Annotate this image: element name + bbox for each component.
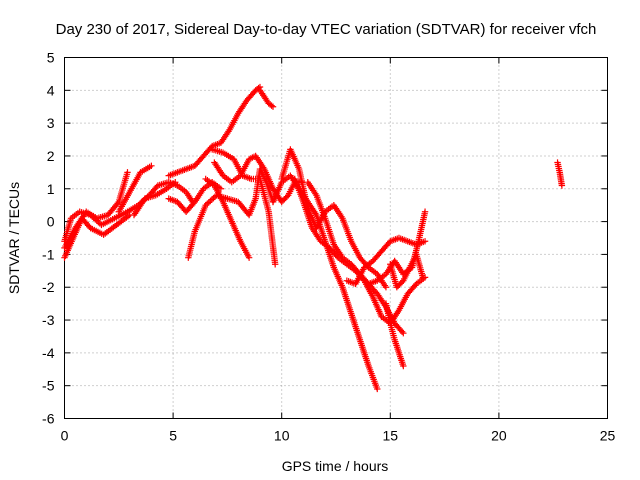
data-point [114, 200, 121, 207]
y-tick-label: -3 [42, 312, 55, 328]
x-tick-label: 5 [169, 428, 177, 444]
y-tick-label: 5 [47, 50, 55, 66]
y-tick-label: 2 [47, 148, 55, 164]
data-point [558, 182, 566, 189]
data-point [269, 103, 277, 110]
data-point [268, 102, 275, 109]
x-tick-label: 25 [600, 428, 616, 444]
data-point [271, 261, 279, 268]
data-series-20 [387, 251, 427, 291]
x-tick-label: 10 [274, 428, 290, 444]
y-tick-label: -6 [42, 411, 55, 427]
x-tick-label: 15 [383, 428, 399, 444]
chart-title: Day 230 of 2017, Sidereal Day-to-day VTE… [56, 21, 597, 38]
data-series-17 [343, 234, 429, 288]
x-axis-label: GPS time / hours [282, 458, 389, 474]
data-point [172, 179, 179, 186]
data-point [124, 169, 131, 176]
y-tick-label: -1 [42, 246, 55, 262]
data-series-19 [382, 300, 407, 370]
data-series-8 [165, 83, 264, 179]
data-point [398, 328, 406, 335]
x-tick-label: 0 [61, 428, 69, 444]
data-series-5 [130, 179, 179, 219]
y-tick-label: -4 [42, 345, 55, 361]
data-series-16 [304, 179, 407, 337]
y-tick-label: -5 [42, 378, 55, 394]
y-tick-label: 3 [47, 115, 55, 131]
data-point [421, 208, 429, 215]
data-point [419, 274, 427, 281]
data-point [400, 329, 407, 337]
x-tick-labels: 0 5 10 15 20 25 [61, 428, 616, 444]
data-series-15 [291, 175, 429, 327]
data-series-18 [365, 208, 429, 288]
data-series-21 [554, 159, 566, 189]
data-series-4 [115, 162, 155, 215]
data-point [400, 362, 407, 370]
data-series-11 [208, 146, 279, 268]
data-point [374, 385, 381, 393]
ticks [64, 57, 608, 419]
data-point [421, 238, 429, 245]
x-tick-label: 20 [491, 428, 507, 444]
y-axis-label: SDTVAR / TECUs [6, 182, 22, 294]
data-series-9 [256, 87, 277, 110]
y-tick-label: -2 [42, 279, 55, 295]
data-marks [61, 83, 566, 393]
y-tick-label: 4 [47, 82, 55, 98]
y-tick-labels: -6 -5 -4 -3 -2 -1 0 1 2 3 4 5 [42, 50, 55, 427]
grid [64, 57, 608, 419]
data-point [245, 254, 253, 261]
plot-frame [64, 57, 608, 419]
data-point [148, 162, 155, 169]
y-tick-label: 1 [47, 181, 55, 197]
data-point [382, 284, 390, 291]
y-tick-label: 0 [47, 214, 55, 230]
data-series-10 [202, 175, 253, 261]
